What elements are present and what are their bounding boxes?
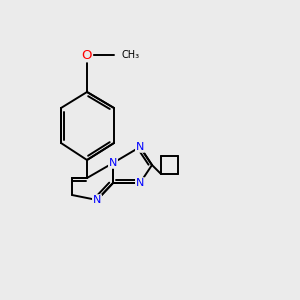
Text: N: N (136, 142, 144, 152)
Text: O: O (82, 49, 92, 62)
Text: N: N (109, 158, 117, 168)
Text: N: N (136, 178, 144, 188)
Text: N: N (93, 195, 101, 205)
Text: CH₃: CH₃ (122, 50, 140, 60)
